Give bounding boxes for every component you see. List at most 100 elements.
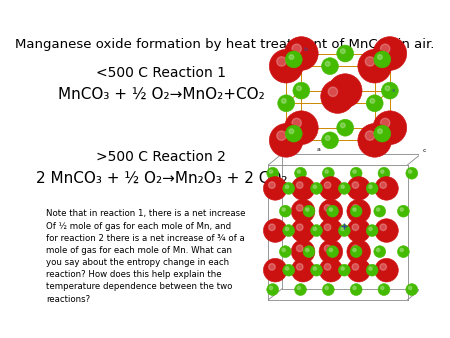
Circle shape: [263, 177, 287, 200]
Circle shape: [358, 123, 392, 157]
Circle shape: [338, 183, 350, 194]
Circle shape: [297, 245, 303, 251]
Circle shape: [306, 208, 309, 211]
Text: b: b: [303, 47, 307, 52]
Circle shape: [347, 219, 370, 242]
Circle shape: [352, 224, 359, 231]
Circle shape: [310, 225, 323, 237]
Circle shape: [336, 81, 345, 91]
Circle shape: [373, 37, 407, 70]
Circle shape: [366, 95, 383, 112]
Circle shape: [297, 264, 303, 270]
Circle shape: [409, 170, 412, 173]
Circle shape: [291, 240, 315, 263]
Circle shape: [324, 264, 331, 270]
Circle shape: [380, 44, 390, 53]
Circle shape: [375, 219, 398, 242]
Circle shape: [328, 87, 338, 97]
Circle shape: [337, 45, 354, 62]
Circle shape: [269, 224, 275, 231]
Circle shape: [374, 246, 386, 258]
Circle shape: [365, 131, 375, 140]
Circle shape: [328, 74, 362, 107]
Circle shape: [327, 246, 338, 258]
Circle shape: [353, 248, 356, 251]
Circle shape: [365, 57, 375, 66]
Circle shape: [269, 49, 303, 83]
Circle shape: [380, 224, 387, 231]
Circle shape: [267, 167, 279, 179]
Text: Manganese oxide formation by heat treatment of MnCO₃ in air.: Manganese oxide formation by heat treatm…: [15, 38, 434, 50]
Circle shape: [381, 286, 384, 290]
Circle shape: [369, 227, 372, 231]
Circle shape: [381, 170, 384, 173]
Circle shape: [327, 205, 338, 217]
Circle shape: [350, 284, 362, 295]
Circle shape: [284, 37, 318, 70]
Circle shape: [378, 284, 390, 295]
Circle shape: [366, 264, 378, 276]
Circle shape: [319, 177, 342, 200]
Circle shape: [347, 240, 370, 263]
Text: >500 C Reaction 2: >500 C Reaction 2: [96, 150, 226, 165]
Circle shape: [338, 264, 350, 276]
Circle shape: [306, 248, 309, 251]
Circle shape: [325, 286, 328, 290]
Circle shape: [350, 246, 362, 258]
Circle shape: [400, 208, 403, 211]
Circle shape: [400, 248, 403, 251]
Circle shape: [325, 136, 330, 140]
Circle shape: [263, 258, 287, 282]
Circle shape: [329, 208, 333, 211]
Circle shape: [303, 205, 315, 217]
Circle shape: [289, 55, 294, 59]
Circle shape: [319, 199, 342, 223]
Text: Note that in reaction 1, there is a net increase
Of ½ mole of gas for each mole : Note that in reaction 1, there is a net …: [46, 210, 245, 304]
Circle shape: [283, 264, 295, 276]
Text: x: x: [392, 88, 395, 93]
Circle shape: [322, 132, 338, 149]
Circle shape: [279, 205, 291, 217]
Circle shape: [277, 57, 286, 66]
Circle shape: [297, 86, 302, 91]
Circle shape: [350, 167, 362, 179]
Circle shape: [283, 225, 295, 237]
Circle shape: [285, 185, 289, 188]
Circle shape: [319, 258, 342, 282]
Circle shape: [323, 284, 334, 295]
Circle shape: [310, 264, 323, 276]
Circle shape: [281, 99, 286, 103]
Circle shape: [313, 267, 316, 270]
Circle shape: [366, 183, 378, 194]
Circle shape: [341, 123, 345, 128]
Circle shape: [321, 80, 355, 113]
Circle shape: [322, 58, 338, 75]
Circle shape: [324, 204, 331, 211]
Circle shape: [282, 248, 285, 251]
Circle shape: [397, 246, 409, 258]
Circle shape: [329, 248, 333, 251]
Circle shape: [378, 167, 390, 179]
Circle shape: [269, 182, 275, 188]
Circle shape: [341, 227, 344, 231]
Circle shape: [352, 204, 359, 211]
Circle shape: [297, 170, 301, 173]
Circle shape: [347, 258, 370, 282]
Circle shape: [353, 286, 356, 290]
Circle shape: [282, 208, 285, 211]
Circle shape: [285, 267, 289, 270]
Circle shape: [291, 258, 315, 282]
Circle shape: [352, 245, 359, 251]
Circle shape: [291, 199, 315, 223]
Circle shape: [269, 123, 303, 157]
Circle shape: [366, 225, 378, 237]
Circle shape: [292, 44, 302, 53]
Circle shape: [374, 205, 386, 217]
Circle shape: [374, 51, 391, 68]
Circle shape: [358, 49, 392, 83]
Circle shape: [397, 205, 409, 217]
Text: c: c: [423, 148, 426, 153]
Circle shape: [352, 182, 359, 188]
Circle shape: [284, 111, 318, 145]
Circle shape: [285, 227, 289, 231]
